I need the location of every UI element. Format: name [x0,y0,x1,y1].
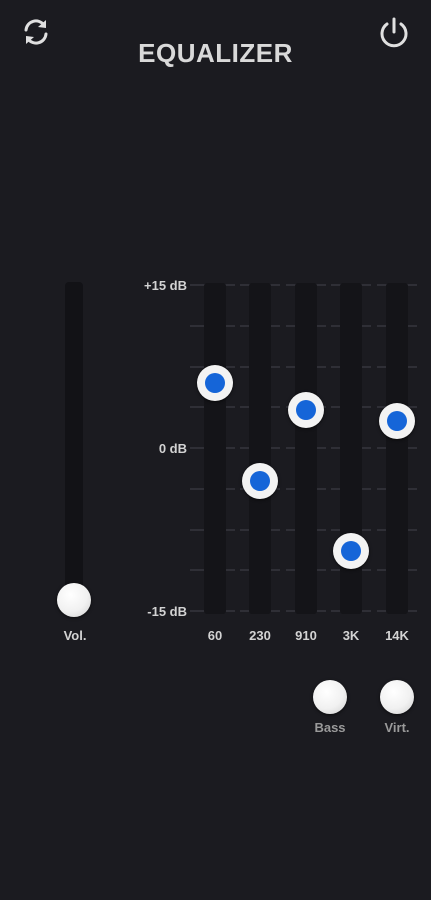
knob-dot [387,410,407,431]
grid-tick [190,528,200,531]
eq-band-track-14k[interactable] [386,283,408,614]
grid-tick [190,324,200,327]
grid-tick [190,569,200,572]
virtualizer-label: Virt. [384,720,410,735]
db-mid-label: 0 dB [158,441,187,456]
power-icon[interactable] [376,14,412,50]
freq-label-60: 60 [207,628,223,643]
eq-band-knob-3k[interactable] [333,533,369,570]
eq-band-track-230[interactable] [249,283,271,614]
eq-band-knob-60[interactable] [197,364,233,401]
grid-tick [190,447,200,449]
refresh-icon[interactable] [18,14,54,50]
eq-band-knob-14k[interactable] [379,402,415,439]
freq-label-910: 910 [295,628,317,643]
grid-tick [190,610,200,612]
freq-label-14k: 14K [385,628,409,643]
page-title: EQUALIZER [138,38,293,68]
eq-band-knob-910[interactable] [288,391,324,428]
knob-dot [205,372,225,393]
knob-dot [250,470,270,491]
volume-knob[interactable] [57,583,91,617]
freq-label-3k: 3K [342,628,360,643]
bass-knob[interactable] [313,680,347,714]
volume-slider-track[interactable] [65,282,83,614]
db-max-label: +15 dB [144,278,187,293]
eq-band-track-60[interactable] [204,283,226,614]
eq-band-knob-230[interactable] [242,462,278,499]
knob-dot [296,399,316,420]
freq-label-230: 230 [249,628,271,643]
volume-label: Vol. [63,628,87,643]
eq-band-track-910[interactable] [295,283,317,614]
grid-tick [190,365,200,368]
bass-label: Bass [314,720,346,735]
grid-tick [190,487,200,490]
knob-dot [341,541,361,562]
grid-tick [190,406,200,409]
grid-tick [190,284,200,286]
db-min-label: -15 dB [147,604,187,619]
virtualizer-knob[interactable] [380,680,414,714]
eq-band-track-3k[interactable] [340,283,362,614]
